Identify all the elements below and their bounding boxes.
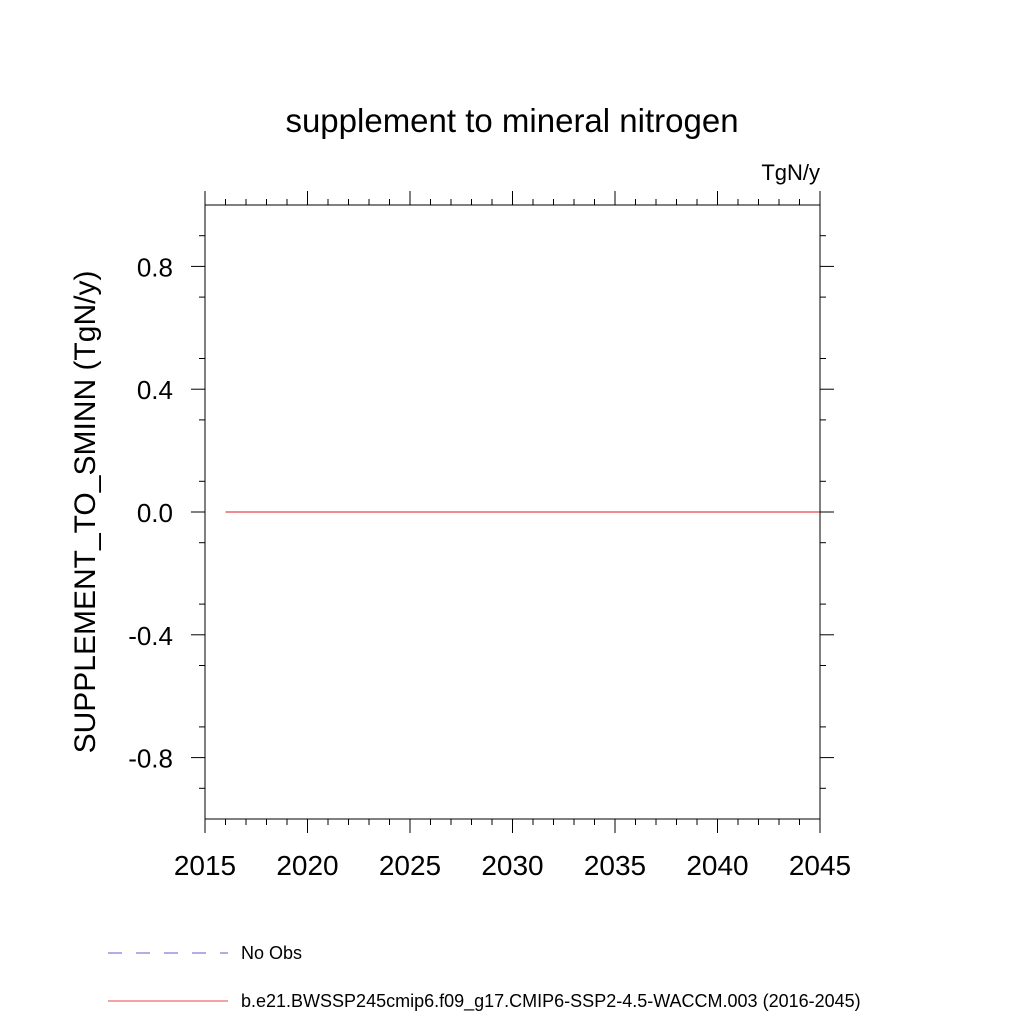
x-tick-label: 2020 [276,850,338,881]
x-tick-label: 2030 [481,850,543,881]
axis-ticks [191,191,834,833]
x-tick-label: 2025 [379,850,441,881]
y-tick-label: -0.8 [128,744,173,774]
x-tick-label: 2015 [174,850,236,881]
x-tick-label: 2035 [584,850,646,881]
legend: No Obs b.e21.BWSSP245cmip6.f09_g17.CMIP6-… [108,943,861,1012]
y-tick-label: 0.8 [137,252,173,282]
y-tick-label: 0.4 [137,375,173,405]
plot-frame [204,204,821,820]
units-label: TgN/y [761,160,820,185]
legend-label: b.e21.BWSSP245cmip6.f09_g17.CMIP6-SSP2-4… [241,991,861,1012]
y-tick-label: -0.4 [128,621,173,651]
axis-tick-labels: 2015 2020 2025 2030 2035 2040 2045 -0.8 -0.4 0.0 0… [128,252,851,881]
x-tick-label: 2045 [789,850,851,881]
chart-title: supplement to mineral nitrogen [285,102,738,139]
y-axis-label: SUPPLEMENT_TO_SMINN (TgN/y) [69,271,102,754]
y-tick-label: 0.0 [137,498,173,528]
x-tick-label: 2040 [686,850,748,881]
legend-label: No Obs [241,943,302,963]
